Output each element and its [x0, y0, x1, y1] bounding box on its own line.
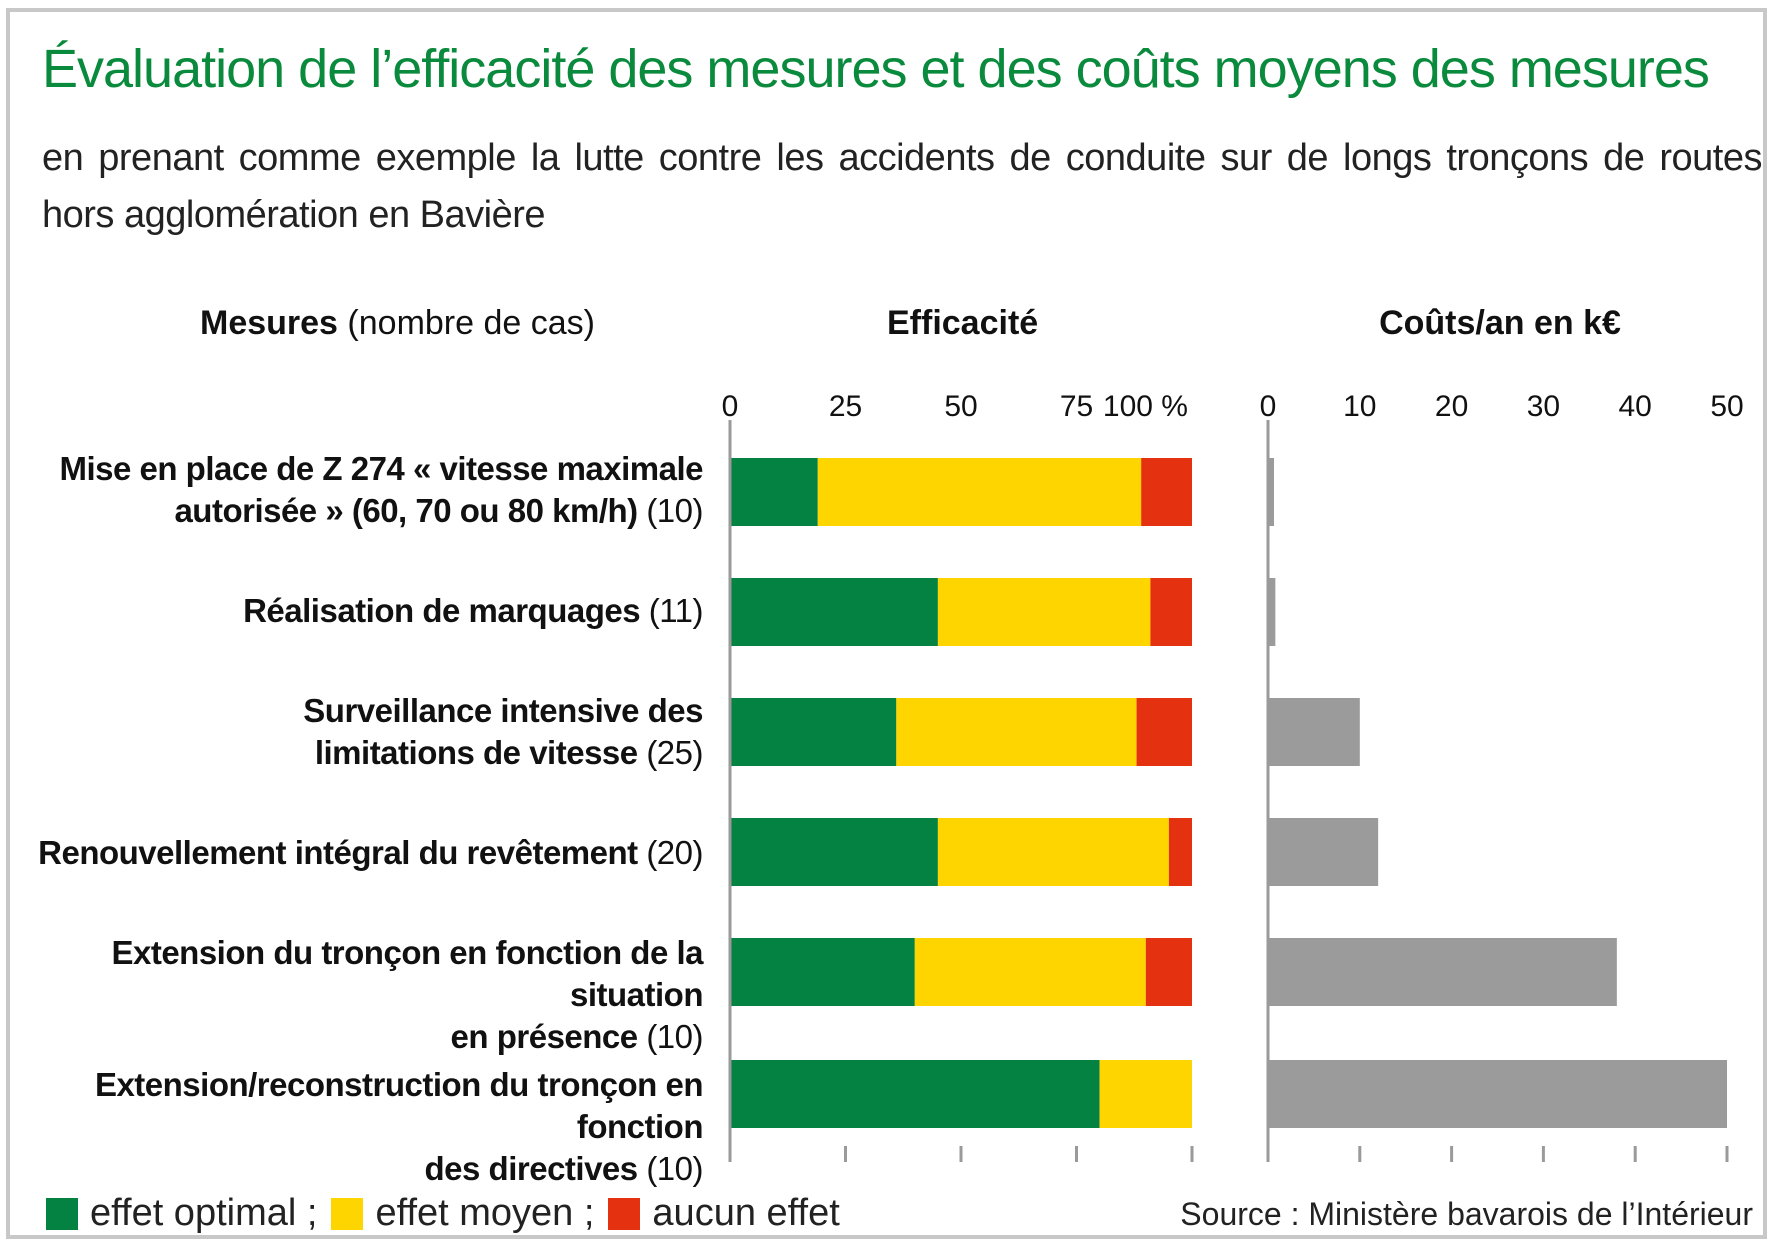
row-label-3: Surveillance intensive des limitations de…: [0, 690, 703, 774]
costs-column-header: Coûts/an en k€: [1379, 304, 1621, 343]
source-note: Source : Ministère bavarois de l’Intérie…: [1180, 1196, 1753, 1232]
legend-swatch-medium: [331, 1197, 364, 1230]
row-label-text: en présence: [450, 1018, 639, 1055]
efficacy-bar-4-effet-optimal: [730, 818, 938, 886]
effectiveness-column-header: Efficacité: [887, 304, 1039, 343]
cost-bar-1: [1268, 458, 1274, 526]
measures-column-header: Mesures (nombre de cas): [200, 304, 595, 343]
efficacy-bar-1-effet-optimal: [730, 458, 818, 526]
row-label-line2: des directives (10): [0, 1148, 704, 1190]
chart-title: Évaluation de l’efficacité des mesures e…: [42, 39, 1710, 99]
cost-tick-label: 30: [1527, 390, 1560, 423]
measures-header-normal: (nombre de cas): [347, 304, 595, 342]
row-label-count: (10): [646, 492, 703, 529]
row-label-text: limitations de vitesse: [314, 734, 638, 771]
row-label-text: Réalisation de marquages: [243, 592, 641, 629]
cost-tick-label: 40: [1619, 390, 1652, 423]
row-label-line2: limitations de vitesse (25): [0, 732, 704, 774]
row-label-line1: Extension du tronçon en fonction de la s…: [111, 934, 703, 1013]
efficacy-bar-5-aucun-effet: [1145, 938, 1192, 1006]
row-label-line2: en présence (10): [0, 1016, 704, 1058]
row-label-count: (20): [646, 834, 703, 871]
row-label-text: autorisée » (60, 70 ou 80 km/h): [174, 492, 638, 529]
cost-tick-label: 20: [1435, 390, 1468, 423]
efficacy-tick-label: 25: [829, 390, 862, 423]
row-label-6: Extension/reconstruction du tronçon en f…: [0, 1064, 704, 1190]
row-label-2: Réalisation de marquages (11): [0, 590, 703, 632]
row-label-5: Extension du tronçon en fonction de la s…: [0, 932, 703, 1058]
legend-swatch-optimal: [46, 1197, 78, 1230]
efficacy-bar-4-aucun-effet: [1168, 818, 1192, 886]
row-label-line1: Extension/reconstruction du tronçon en f…: [94, 1066, 704, 1145]
cost-tick-label: 10: [1343, 390, 1376, 423]
efficacy-bar-6-effet-moyen: [1099, 1060, 1192, 1128]
efficacy-bar-6-effet-optimal: [730, 1060, 1100, 1128]
row-label-count: (25): [646, 734, 703, 771]
row-label-1: Mise en place de Z 274 « vitesse maximal…: [0, 448, 703, 532]
measures-header-bold: Mesures: [200, 304, 338, 342]
row-label-line2: autorisée » (60, 70 ou 80 km/h) (10): [0, 490, 703, 532]
legend-item-none: aucun effet: [608, 1192, 840, 1235]
cost-tick-label: 50: [1710, 390, 1743, 423]
legend-item-medium: effet moyen ;: [331, 1192, 594, 1235]
efficacy-tick-label: 0: [722, 390, 739, 423]
legend-label-optimal: effet optimal ;: [90, 1192, 318, 1234]
row-label-line1: Mise en place de Z 274 « vitesse maximal…: [59, 450, 703, 487]
cost-tick-label: 0: [1260, 390, 1277, 423]
row-label-line2: Réalisation de marquages (11): [0, 590, 703, 632]
chart-subtitle: en prenant comme exemple la lutte contre…: [42, 137, 1763, 236]
row-label-count: (10): [646, 1018, 703, 1055]
efficacy-bar-2-effet-moyen: [937, 578, 1151, 646]
efficacy-bar-5-effet-optimal: [730, 938, 915, 1006]
row-label-text: des directives: [424, 1150, 639, 1187]
legend-swatch-none: [608, 1197, 641, 1230]
legend-label-none: aucun effet: [652, 1192, 840, 1234]
costs-header-text: Coûts/an en k€: [1379, 304, 1621, 342]
legend-label-medium: effet moyen ;: [375, 1192, 595, 1234]
cost-bar-5: [1268, 938, 1617, 1006]
row-label-text: Renouvellement intégral du revêtement: [38, 834, 638, 871]
efficacy-tick-label: 100 %: [1103, 390, 1188, 423]
row-label-line2: Renouvellement intégral du revêtement (2…: [0, 832, 703, 874]
efficacy-bar-2-aucun-effet: [1150, 578, 1192, 646]
legend-item-optimal: effet optimal ;: [46, 1192, 317, 1235]
efficacy-bar-3-aucun-effet: [1136, 698, 1192, 766]
row-label-count: (11): [648, 592, 704, 629]
cost-bar-2: [1268, 578, 1276, 646]
cost-bar-6: [1268, 1060, 1727, 1128]
cost-bar-4: [1268, 818, 1379, 886]
efficacy-bar-3-effet-moyen: [896, 698, 1137, 766]
efficacy-bar-4-effet-moyen: [937, 818, 1169, 886]
efficacy-bar-1-aucun-effet: [1141, 458, 1192, 526]
efficacy-tick-label: 50: [944, 390, 977, 423]
effectiveness-header-text: Efficacité: [887, 304, 1039, 342]
row-label-count: (10): [646, 1150, 703, 1187]
legend: effet optimal ; effet moyen ; aucun effe…: [46, 1192, 854, 1235]
efficacy-bar-1-effet-moyen: [817, 458, 1142, 526]
efficacy-bar-5-effet-moyen: [914, 938, 1146, 1006]
efficacy-bar-2-effet-optimal: [730, 578, 938, 646]
row-label-4: Renouvellement intégral du revêtement (2…: [0, 832, 703, 874]
efficacy-bar-3-effet-optimal: [730, 698, 897, 766]
efficacy-tick-label: 75: [1060, 390, 1093, 423]
row-label-line1: Surveillance intensive des: [303, 692, 703, 729]
cost-bar-3: [1268, 698, 1360, 766]
